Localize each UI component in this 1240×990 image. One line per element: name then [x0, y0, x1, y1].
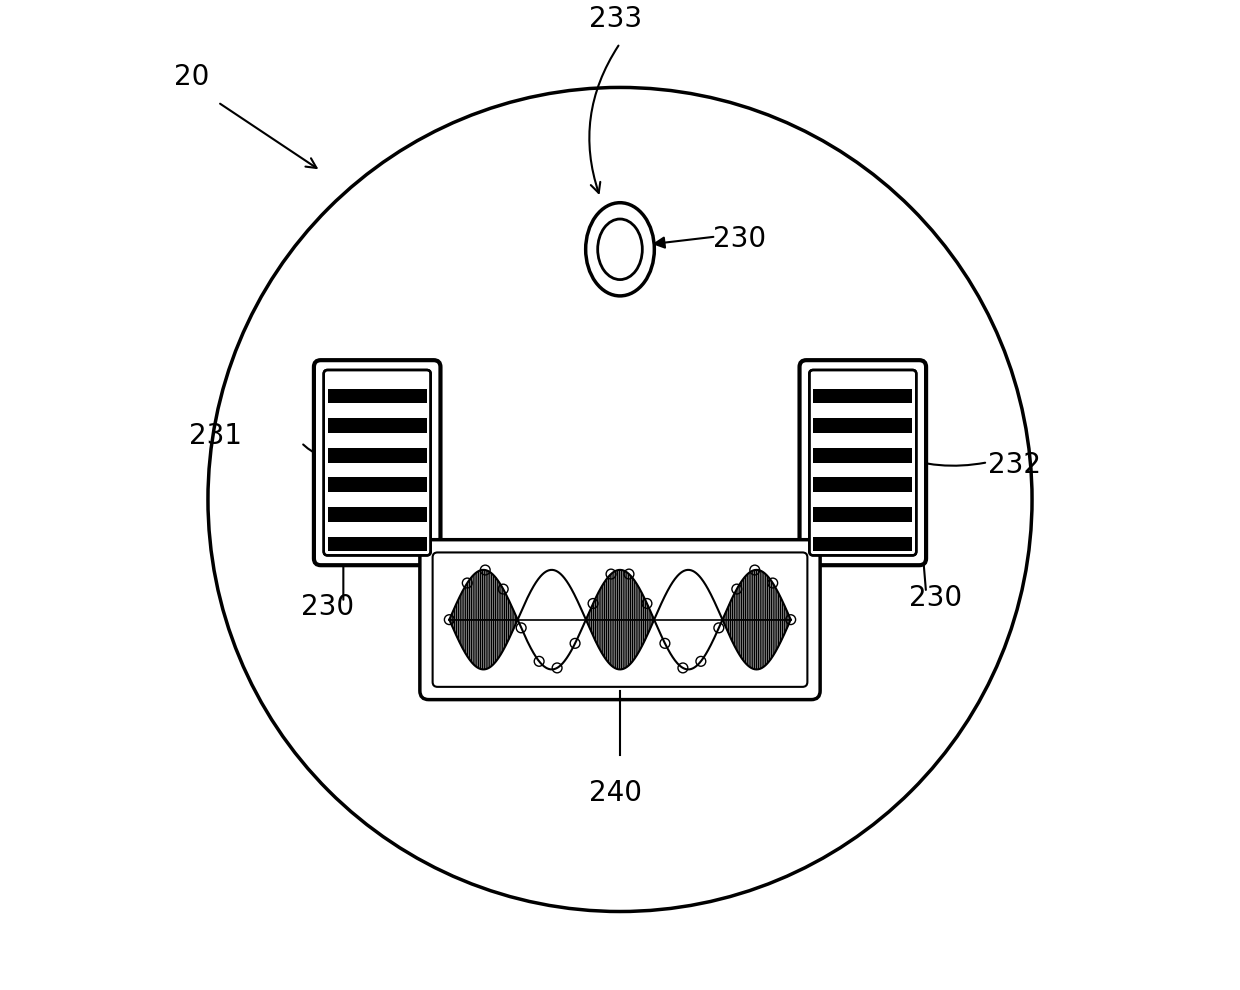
Bar: [327, 477, 427, 492]
Text: 20: 20: [174, 63, 210, 91]
FancyBboxPatch shape: [324, 370, 430, 555]
Bar: [813, 477, 913, 492]
FancyBboxPatch shape: [420, 540, 820, 700]
Text: 230: 230: [301, 593, 355, 622]
Bar: [327, 389, 427, 404]
FancyBboxPatch shape: [433, 552, 807, 687]
Bar: [813, 389, 913, 404]
Text: 232: 232: [988, 451, 1040, 479]
Text: 233: 233: [589, 6, 641, 34]
Ellipse shape: [585, 203, 655, 296]
Text: 240: 240: [589, 779, 641, 807]
Text: 231: 231: [190, 422, 242, 449]
Bar: [327, 507, 427, 522]
FancyBboxPatch shape: [314, 360, 440, 565]
Text: 230: 230: [713, 226, 766, 253]
Bar: [813, 447, 913, 462]
Bar: [327, 447, 427, 462]
FancyBboxPatch shape: [810, 370, 916, 555]
Bar: [813, 419, 913, 433]
Bar: [327, 537, 427, 551]
FancyBboxPatch shape: [800, 360, 926, 565]
Bar: [327, 419, 427, 433]
Bar: [813, 537, 913, 551]
Bar: [813, 507, 913, 522]
Text: 230: 230: [909, 583, 962, 612]
